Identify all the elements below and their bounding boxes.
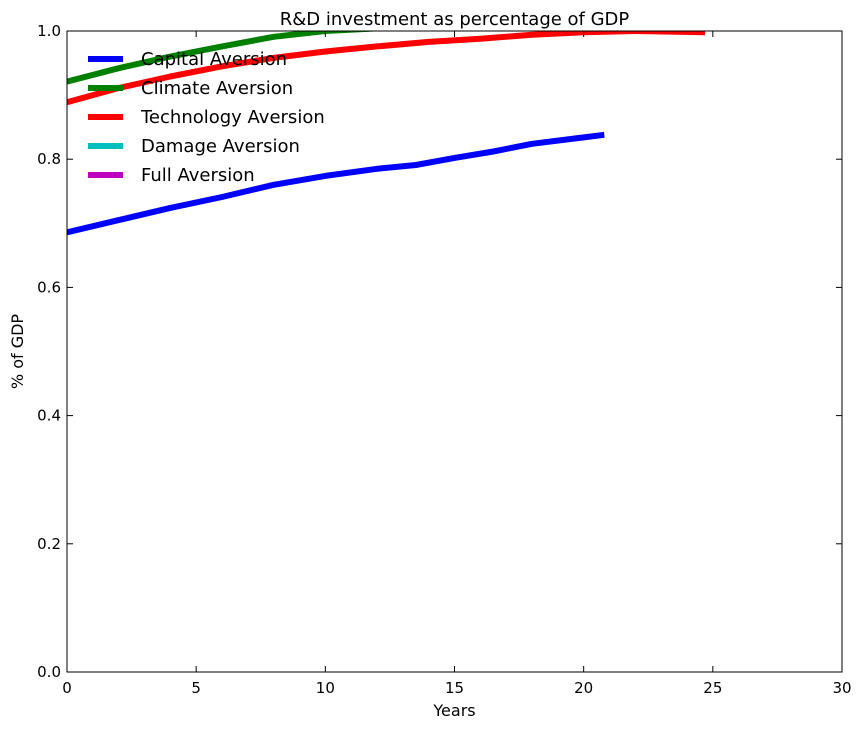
x-axis-label: Years: [432, 701, 475, 720]
y-axis-label: % of GDP: [8, 314, 27, 390]
legend-label-damage-aversion: Damage Aversion: [141, 136, 300, 157]
series-line-climate-aversion: [67, 31, 378, 85]
y-tick-label: 0.2: [37, 535, 61, 553]
x-tick-label: 25: [703, 679, 722, 697]
x-axis: 0 5 10 15 20 25 30: [62, 31, 852, 697]
chart-title: R&D investment as percentage of GDP: [280, 9, 630, 30]
x-tick-label: 30: [832, 679, 851, 697]
y-tick-label: 1.0: [37, 22, 61, 40]
legend-label-full-aversion: Full Aversion: [141, 165, 255, 186]
x-tick-label: 10: [316, 679, 335, 697]
x-tick-label: 15: [445, 679, 464, 697]
y-tick-label: 0.8: [37, 150, 61, 168]
series-line-capital-aversion: [67, 131, 605, 236]
legend-label-technology-aversion: Technology Aversion: [140, 107, 325, 128]
y-tick-label: 0.0: [37, 663, 61, 681]
y-tick-label: 0.6: [37, 278, 61, 296]
x-tick-label: 5: [191, 679, 201, 697]
x-tick-label: 20: [574, 679, 593, 697]
y-tick-label: 0.4: [37, 407, 61, 425]
y-axis: 0.0 0.2 0.4 0.6 0.8 1.0: [37, 22, 842, 681]
x-tick-label: 0: [62, 679, 72, 697]
legend: Capital Aversion Climate Aversion Technolo…: [88, 49, 325, 186]
legend-label-capital-aversion: Capital Aversion: [141, 49, 287, 70]
legend-label-climate-aversion: Climate Aversion: [141, 78, 293, 99]
